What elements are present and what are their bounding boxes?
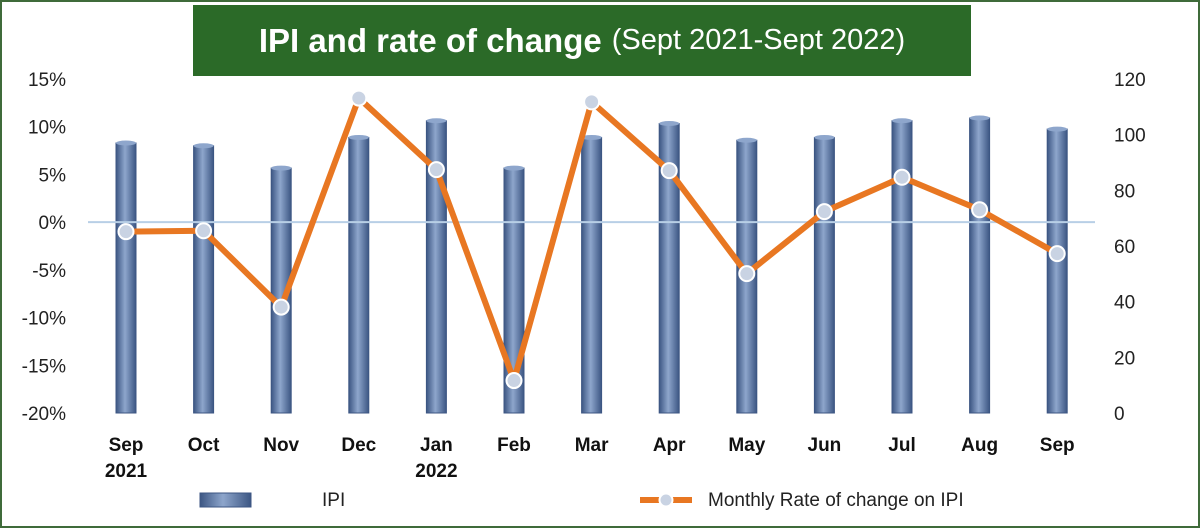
bar-body xyxy=(193,145,215,414)
bar-ipi xyxy=(813,134,835,414)
bar-ipi xyxy=(1046,126,1068,414)
bar-cap xyxy=(193,143,214,149)
chart-title-banner: IPI and rate of change (Sept 2021-Sept 2… xyxy=(193,5,971,76)
left-axis-ticks: 15% 10% 5% 0% -5% -10% -15% -20% xyxy=(22,70,66,425)
legend-item-rate: Monthly Rate of change on IPI xyxy=(640,490,964,511)
x-tick-label: Oct xyxy=(188,435,220,456)
x-tick-year-label: 2021 xyxy=(105,461,148,482)
x-tick-label: Feb xyxy=(497,435,531,456)
bar-cap xyxy=(892,118,912,124)
x-tick-label: May xyxy=(728,435,765,456)
rate-point xyxy=(738,265,756,283)
bar-cap xyxy=(814,134,835,140)
right-tick-label: 40 xyxy=(1114,293,1135,314)
bar-ipi xyxy=(969,115,991,414)
bar-cap xyxy=(969,115,990,121)
left-tick-label: 5% xyxy=(39,165,67,186)
bar-body xyxy=(581,136,603,414)
x-tick-label: Nov xyxy=(263,435,299,456)
bar-body xyxy=(813,136,835,414)
rate-point xyxy=(583,93,601,111)
bar-ipi xyxy=(658,121,680,414)
bar-body xyxy=(115,142,137,414)
legend-swatch-bar xyxy=(199,492,252,508)
x-tick-label: Sep xyxy=(1040,435,1075,456)
line-series-rate-of-change xyxy=(117,89,1066,390)
left-tick-label: 15% xyxy=(28,70,66,91)
rate-point xyxy=(427,161,445,179)
right-tick-label: 20 xyxy=(1114,348,1135,369)
legend-label: Monthly Rate of change on IPI xyxy=(708,490,964,511)
bar-body xyxy=(1046,128,1068,414)
rate-point xyxy=(505,372,523,390)
bar-cap xyxy=(659,121,680,127)
x-tick-label: Jan xyxy=(420,435,453,456)
x-tick-label: Dec xyxy=(341,435,376,456)
bar-ipi xyxy=(425,118,447,414)
legend-swatch-marker xyxy=(658,492,674,508)
chart-subtitle: (Sept 2021-Sept 2022) xyxy=(611,24,906,56)
x-tick-label: Mar xyxy=(575,435,609,456)
rate-point xyxy=(815,203,833,221)
bar-cap xyxy=(1047,126,1068,132)
rate-point xyxy=(1048,245,1066,263)
bar-body xyxy=(969,117,991,414)
rate-point xyxy=(893,168,911,186)
x-tick-label: Sep xyxy=(109,435,144,456)
right-tick-label: 60 xyxy=(1114,237,1135,258)
bar-cap xyxy=(271,165,292,171)
bar-ipi xyxy=(581,134,603,414)
bar-cap xyxy=(736,137,757,143)
right-tick-label: 0 xyxy=(1114,404,1125,425)
bar-body xyxy=(891,120,913,414)
bar-ipi xyxy=(891,118,913,414)
x-tick-label: Aug xyxy=(961,435,998,456)
left-tick-label: -5% xyxy=(32,261,66,282)
right-tick-label: 80 xyxy=(1114,181,1135,202)
rate-point xyxy=(971,201,989,219)
x-tick-label: Jul xyxy=(888,435,915,456)
right-tick-label: 120 xyxy=(1114,70,1146,91)
rate-point xyxy=(117,223,135,241)
bar-cap xyxy=(116,140,136,146)
left-tick-label: -20% xyxy=(22,404,66,425)
legend-label: IPI xyxy=(322,490,345,511)
right-tick-label: 100 xyxy=(1114,126,1146,147)
rate-point xyxy=(272,298,290,316)
bar-cap xyxy=(348,134,369,140)
x-axis-labels: Sep 2021 Oct Nov Dec Jan 2022 Feb Mar Apr May Jun Ju… xyxy=(105,435,1075,482)
left-tick-label: -15% xyxy=(22,356,66,377)
left-tick-label: -10% xyxy=(22,309,66,330)
right-axis-ticks: 120 100 80 60 40 20 0 xyxy=(1114,70,1146,425)
bar-cap xyxy=(504,165,524,171)
x-tick-label: Apr xyxy=(653,435,686,456)
bar-ipi xyxy=(348,134,370,414)
x-tick-year-label: 2022 xyxy=(415,461,457,482)
left-tick-label: 10% xyxy=(28,118,66,139)
bar-cap xyxy=(581,134,602,140)
x-tick-label: Jun xyxy=(808,435,842,456)
bar-ipi xyxy=(115,140,137,414)
bar-series-ipi xyxy=(115,115,1068,414)
bar-ipi xyxy=(193,143,215,414)
legend: IPI Monthly Rate of change on IPI xyxy=(199,490,964,511)
rate-point xyxy=(195,222,213,240)
rate-point xyxy=(350,89,368,107)
chart-title: IPI and rate of change xyxy=(258,21,602,59)
left-tick-label: 0% xyxy=(39,213,67,234)
bar-ipi xyxy=(270,165,292,414)
rate-point xyxy=(660,162,678,180)
bar-body xyxy=(348,136,370,414)
bar-cap xyxy=(426,118,447,124)
legend-item-ipi: IPI xyxy=(199,490,345,511)
